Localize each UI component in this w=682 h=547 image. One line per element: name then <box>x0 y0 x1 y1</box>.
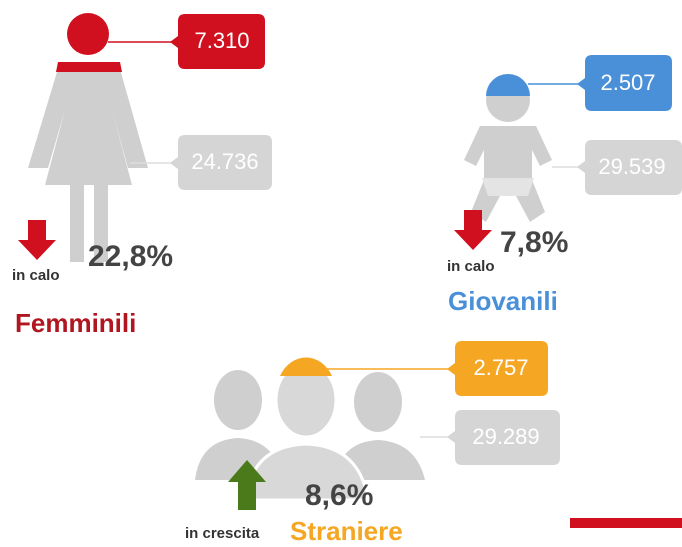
down-arrow <box>454 210 492 250</box>
group-label: Femminili <box>15 308 136 338</box>
callout <box>170 135 272 190</box>
change: 8,6% <box>305 479 373 512</box>
down-arrow <box>18 220 56 260</box>
callout <box>577 55 672 111</box>
group-label: Straniere <box>290 516 403 546</box>
trend: in crescita <box>185 525 260 542</box>
highlight-value: 2.507 <box>600 70 655 95</box>
total-value: 24.736 <box>191 149 258 174</box>
change: 22,8% <box>88 240 173 273</box>
up-arrow <box>228 460 266 510</box>
woman-icon <box>28 13 148 262</box>
group-label: Giovanili <box>448 286 558 316</box>
highlight-value: 2.757 <box>473 355 528 380</box>
callout <box>170 14 265 69</box>
people-icon <box>195 357 425 502</box>
highlight-value: 7.310 <box>194 28 249 53</box>
baby-icon <box>464 74 552 222</box>
trend: in calo <box>447 258 495 275</box>
decor-bar <box>570 518 682 528</box>
total-value: 29.289 <box>472 424 539 449</box>
callout <box>577 140 682 195</box>
trend: in calo <box>12 267 60 284</box>
callout <box>447 341 548 396</box>
callout <box>447 410 560 465</box>
total-value: 29.539 <box>598 154 665 179</box>
change: 7,8% <box>500 226 568 259</box>
